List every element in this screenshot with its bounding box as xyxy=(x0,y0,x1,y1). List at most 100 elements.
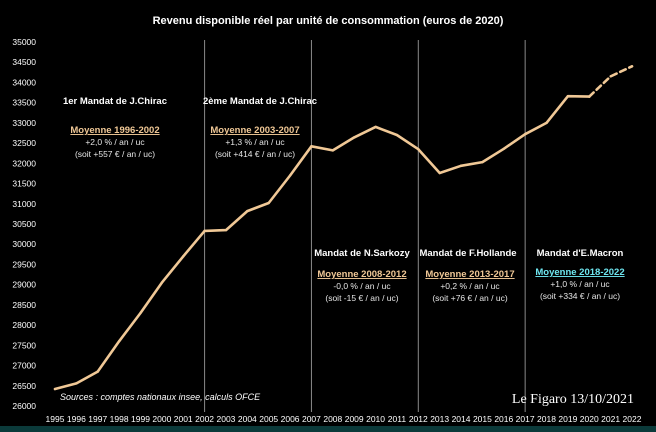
x-tick-label: 1995 xyxy=(46,414,65,424)
x-tick-label: 2017 xyxy=(516,414,535,424)
x-tick-label: 2009 xyxy=(345,414,364,424)
y-tick-label: 33500 xyxy=(12,98,36,108)
x-tick-label: 2011 xyxy=(388,414,407,424)
x-tick-label: 2020 xyxy=(580,414,599,424)
x-tick-label: 2005 xyxy=(259,414,278,424)
data-point xyxy=(438,171,441,175)
x-tick-label: 2000 xyxy=(152,414,171,424)
y-tick-label: 34000 xyxy=(12,77,36,87)
mandate-average-title: Moyenne 2013-2017 xyxy=(425,269,514,280)
data-point xyxy=(117,340,121,343)
mandate-rate: +2,0 % / an / uc xyxy=(85,137,145,147)
x-tick-label: 1999 xyxy=(131,414,150,424)
data-point xyxy=(417,147,420,151)
series-line-solid xyxy=(53,94,591,391)
mandate-absolute: (soit +334 € / an / uc) xyxy=(540,291,620,301)
mandate-absolute: (soit +414 € / an / uc) xyxy=(215,149,295,159)
mandate-average-title: Moyenne 1996-2002 xyxy=(70,125,159,136)
data-point xyxy=(203,229,206,233)
data-point xyxy=(139,311,142,315)
mandate-rate: +0,2 % / an / uc xyxy=(440,281,500,291)
data-point xyxy=(545,121,548,125)
mandate-rate: -0,0 % / an / uc xyxy=(333,281,391,291)
source-note: Sources : comptes nationaux insee, calcu… xyxy=(60,392,261,402)
data-point xyxy=(53,387,57,391)
x-tick-label: 2012 xyxy=(409,414,428,424)
y-tick-label: 28000 xyxy=(12,320,36,330)
chart-title: Revenu disponible réel par unité de cons… xyxy=(153,15,504,27)
x-tick-label: 2015 xyxy=(473,414,492,424)
x-tick-label: 2001 xyxy=(174,414,193,424)
data-point xyxy=(182,255,185,258)
x-tick-label: 1997 xyxy=(88,414,107,424)
data-point xyxy=(374,125,377,129)
x-tick-label: 2014 xyxy=(452,414,471,424)
y-tick-label: 32000 xyxy=(12,158,36,168)
mandate-title: 1er Mandat de J.Chirac xyxy=(63,96,167,107)
y-tick-label: 26500 xyxy=(12,381,36,391)
x-tick-label: 1996 xyxy=(67,414,86,424)
x-tick-label: 2018 xyxy=(537,414,556,424)
y-tick-label: 32500 xyxy=(12,138,36,148)
x-tick-label: 2010 xyxy=(366,414,385,424)
y-axis: 26000 26500 27000 27500 28000 28500 29000 29500… xyxy=(12,37,36,411)
mandate-average-title: Moyenne 2008-2012 xyxy=(317,269,406,280)
mandate-absolute: (soit -15 € / an / uc) xyxy=(325,293,398,303)
data-point xyxy=(502,147,505,150)
series-lines xyxy=(53,65,634,391)
y-tick-label: 28500 xyxy=(12,300,36,310)
data-point xyxy=(267,201,270,205)
data-point xyxy=(523,133,527,136)
data-point xyxy=(566,94,570,98)
x-tick-label: 1998 xyxy=(110,414,129,424)
y-tick-label: 27000 xyxy=(12,361,36,371)
x-tick-label: 2019 xyxy=(558,414,577,424)
x-tick-label: 2013 xyxy=(430,414,449,424)
y-tick-label: 34500 xyxy=(12,57,36,67)
x-tick-label: 2008 xyxy=(323,414,342,424)
data-point xyxy=(352,136,356,139)
x-tick-label: 2003 xyxy=(217,414,236,424)
data-point xyxy=(609,75,612,78)
mandate-title: 2ème Mandat de J.Chirac xyxy=(203,96,317,107)
mandate-rate: +1,0 % / an / uc xyxy=(550,279,610,289)
mandate-average-title: Moyenne 2018-2022 xyxy=(535,267,624,278)
y-tick-label: 31000 xyxy=(12,199,36,209)
mandate-rate: +1,3 % / an / uc xyxy=(225,137,285,147)
mandate-annotation-5: Mandat d'E.Macron Moyenne 2018-2022+1,0 %… xyxy=(535,248,624,301)
y-tick-label: 29500 xyxy=(12,259,36,269)
y-tick-label: 31500 xyxy=(12,179,36,189)
mandate-annotation-4: Mandat de F.Hollande Moyenne 2013-2017+0,… xyxy=(419,248,516,303)
x-axis: 1995 1996 1997 1998 1999 2000 2001 2002 2003 2004… xyxy=(46,414,642,424)
mandate-annotation-2: 2ème Mandat de J.Chirac Moyenne 2003-2007… xyxy=(203,96,317,159)
mandate-annotation-3: Mandat de N.Sarkozy Moyenne 2008-2012-0,0… xyxy=(314,248,410,303)
x-tick-label: 2016 xyxy=(494,414,513,424)
mandate-title: Mandat d'E.Macron xyxy=(537,248,624,259)
y-tick-label: 35000 xyxy=(12,37,36,47)
data-point xyxy=(310,145,313,148)
mandate-title: Mandat de F.Hollande xyxy=(419,248,516,259)
bottom-bar xyxy=(0,426,656,432)
mandate-average-title: Moyenne 2003-2007 xyxy=(210,125,299,136)
data-point xyxy=(288,174,292,177)
x-tick-label: 2022 xyxy=(623,414,642,424)
data-point xyxy=(224,228,228,232)
data-point xyxy=(459,164,463,167)
mandate-absolute: (soit +76 € / an / uc) xyxy=(432,293,508,303)
x-tick-label: 2004 xyxy=(238,414,257,424)
data-point xyxy=(630,65,634,68)
data-point xyxy=(75,382,78,385)
y-tick-label: 33000 xyxy=(12,118,36,128)
mandate-absolute: (soit +557 € / an / uc) xyxy=(75,149,155,159)
data-point xyxy=(331,149,335,152)
x-tick-label: 2002 xyxy=(195,414,214,424)
x-tick-label: 2007 xyxy=(302,414,321,424)
y-tick-label: 30500 xyxy=(12,219,36,229)
y-tick-label: 26000 xyxy=(12,401,36,411)
mandate-annotation-1: 1er Mandat de J.Chirac Moyenne 1996-2002+… xyxy=(63,96,167,159)
x-tick-label: 2021 xyxy=(601,414,620,424)
